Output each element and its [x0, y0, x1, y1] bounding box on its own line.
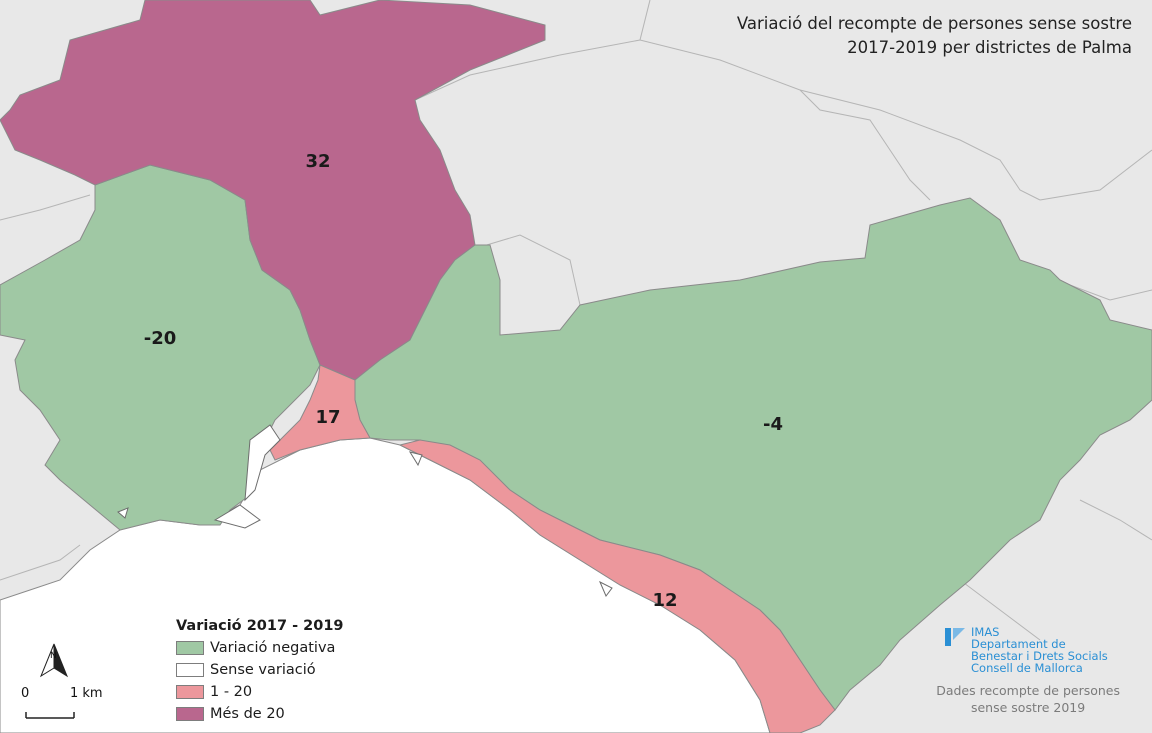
source-line-1: Dades recompte de persones — [936, 683, 1120, 698]
district-label-west: -20 — [144, 328, 177, 349]
legend-swatch-none — [176, 663, 204, 677]
logo-line-3: Benestar i Drets Socials — [971, 649, 1108, 663]
district-label-coast: 12 — [652, 590, 677, 611]
map-title: Variació del recompte de persones sense … — [737, 12, 1132, 60]
logo-line-1: IMAS — [971, 625, 1000, 639]
imas-logo-text: IMAS Departament de Benestar i Drets Soc… — [971, 626, 1108, 674]
source-line-2: sense sostre 2019 — [970, 700, 1086, 715]
map-title-line-1: Variació del recompte de persones sense … — [736, 14, 1132, 33]
legend-label: Sense variació — [210, 662, 316, 678]
district-label-centre: 17 — [315, 407, 340, 428]
harbour-details — [117, 424, 613, 597]
imas-logo: IMAS Departament de Benestar i Drets Soc… — [945, 626, 1108, 674]
legend-label: Més de 20 — [210, 706, 285, 722]
scale-start-label: 0 — [21, 686, 30, 701]
legend: Variació 2017 - 2019 Variació negativa S… — [176, 618, 344, 725]
scale-end-label: 1 km — [70, 686, 103, 701]
north-label: N — [50, 651, 57, 661]
legend-swatch-low — [176, 685, 204, 699]
district-label-north-west: 32 — [305, 151, 330, 172]
district-label-east: -4 — [763, 414, 783, 435]
district-centre — [269, 364, 371, 461]
legend-swatch-high — [176, 707, 204, 721]
logo-line-2: Departament de — [971, 637, 1066, 651]
logo-line-4: Consell de Mallorca — [971, 661, 1083, 675]
legend-item: Variació negativa — [176, 637, 344, 659]
source-note: Dades recompte de persones sense sostre … — [936, 682, 1120, 716]
legend-title: Variació 2017 - 2019 — [176, 618, 344, 634]
legend-label: Variació negativa — [210, 640, 336, 656]
legend-swatch-negative — [176, 641, 204, 655]
north-arrow-icon — [25, 643, 75, 719]
legend-item: Sense variació — [176, 659, 344, 681]
map-title-line-2: 2017-2019 per districtes de Palma — [847, 38, 1132, 57]
legend-label: 1 - 20 — [210, 684, 253, 700]
legend-item: 1 - 20 — [176, 681, 344, 703]
legend-item: Més de 20 — [176, 703, 344, 725]
district-coast — [398, 439, 836, 733]
scale-and-north: N 0 1 km — [18, 642, 118, 722]
imas-logo-icon — [945, 628, 965, 646]
